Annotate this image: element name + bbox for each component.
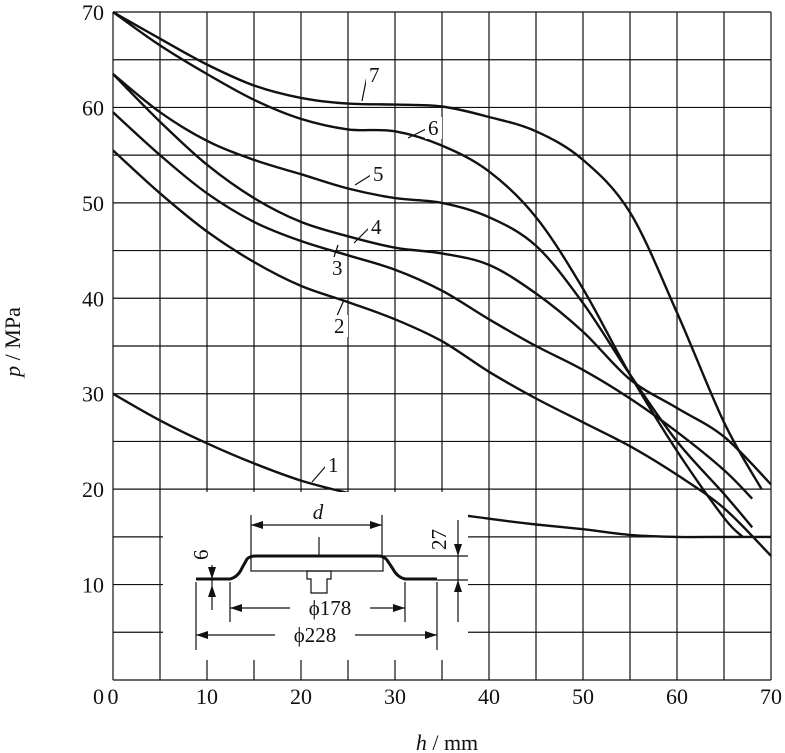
phi178-text-bg (290, 595, 370, 619)
x-tick-label: 50 (572, 684, 594, 709)
dim6-arrow-bottom (208, 585, 216, 597)
series-curve-6 (112, 11, 744, 538)
series-label-1: 1 (328, 453, 339, 477)
phi228-arrow-right (425, 631, 437, 639)
series-label-4: 4 (371, 215, 382, 239)
series-label-leader-1 (311, 465, 327, 483)
dim27-arrow-bottom (454, 580, 462, 592)
x-tick-label: 0 (108, 684, 119, 709)
series-curve-3 (112, 111, 754, 500)
y-tick-label: 20 (82, 477, 104, 502)
x-axis-unit: / mm (427, 730, 478, 753)
y-axis-unit: / MPa (0, 307, 25, 366)
phi178-arrow-left (230, 604, 242, 612)
series-label-5: 5 (373, 162, 384, 186)
x-tick-label: 40 (478, 684, 500, 709)
y-axis-variable: p (0, 366, 25, 379)
y-tick-label: 60 (82, 95, 104, 120)
y-tick-label: 40 (82, 286, 104, 311)
dim6-text: 6 (189, 550, 213, 561)
y-tick-label: 50 (82, 191, 104, 216)
phi178-arrow-right (393, 604, 405, 612)
dim6-arrow-top (208, 567, 216, 579)
series-label-bg-6 (425, 117, 442, 139)
x-tick-label: 70 (760, 684, 782, 709)
part-stud (306, 570, 332, 594)
d-arrow-left (251, 521, 263, 529)
series-label-bg-5 (370, 163, 387, 185)
x-axis-label: h / mm (416, 730, 478, 753)
series-label-leader-4 (353, 227, 370, 244)
series-label-bg-4 (368, 216, 385, 238)
series-label-bg-1 (325, 454, 342, 476)
series-label-3: 3 (332, 256, 343, 280)
series-curve-2 (112, 149, 772, 557)
series-curve-7 (112, 10, 763, 490)
dim27-text: 27 (427, 529, 451, 550)
phi178-text: ϕ178 (309, 596, 352, 620)
x-tick-label: 60 (666, 684, 688, 709)
y-tick-label: 70 (82, 0, 104, 25)
d-arrow-right (370, 521, 382, 529)
x-axis-variable: h (416, 730, 427, 753)
tick-labels: 0 10 20 30 40 50 60 70 10 20 30 40 50 60 70 0 (82, 0, 782, 709)
part-cross-section-inset: d 27 6 ϕ178 ϕ228 (163, 492, 468, 660)
origin-tick-label: 0 (93, 684, 104, 709)
x-tick-label: 30 (384, 684, 406, 709)
series-label-bg-2 (331, 315, 348, 337)
series-label-leader-6 (407, 128, 427, 139)
series-label-2: 2 (334, 314, 345, 338)
phi228-arrow-left (196, 631, 208, 639)
x-tick-label: 10 (196, 684, 218, 709)
series-labels: 1 2 3 4 5 6 7 (311, 63, 442, 483)
y-axis-label: p / MPa (0, 307, 25, 379)
series-curve-4 (112, 73, 772, 486)
series-label-leader-5 (354, 174, 372, 186)
series-curve-5 (112, 73, 754, 529)
phi228-text: ϕ228 (294, 623, 337, 647)
y-tick-label: 30 (82, 382, 104, 407)
d-dimension-text: d (313, 500, 324, 524)
x-tick-label: 20 (290, 684, 312, 709)
series-label-bg-7 (366, 64, 383, 86)
dim27-arrow-top (454, 544, 462, 556)
series-label-bg-3 (329, 257, 346, 279)
series-label-7: 7 (369, 63, 380, 87)
series-label-6: 6 (428, 116, 439, 140)
y-tick-label: 10 (82, 573, 104, 598)
phi228-text-bg (275, 622, 355, 646)
